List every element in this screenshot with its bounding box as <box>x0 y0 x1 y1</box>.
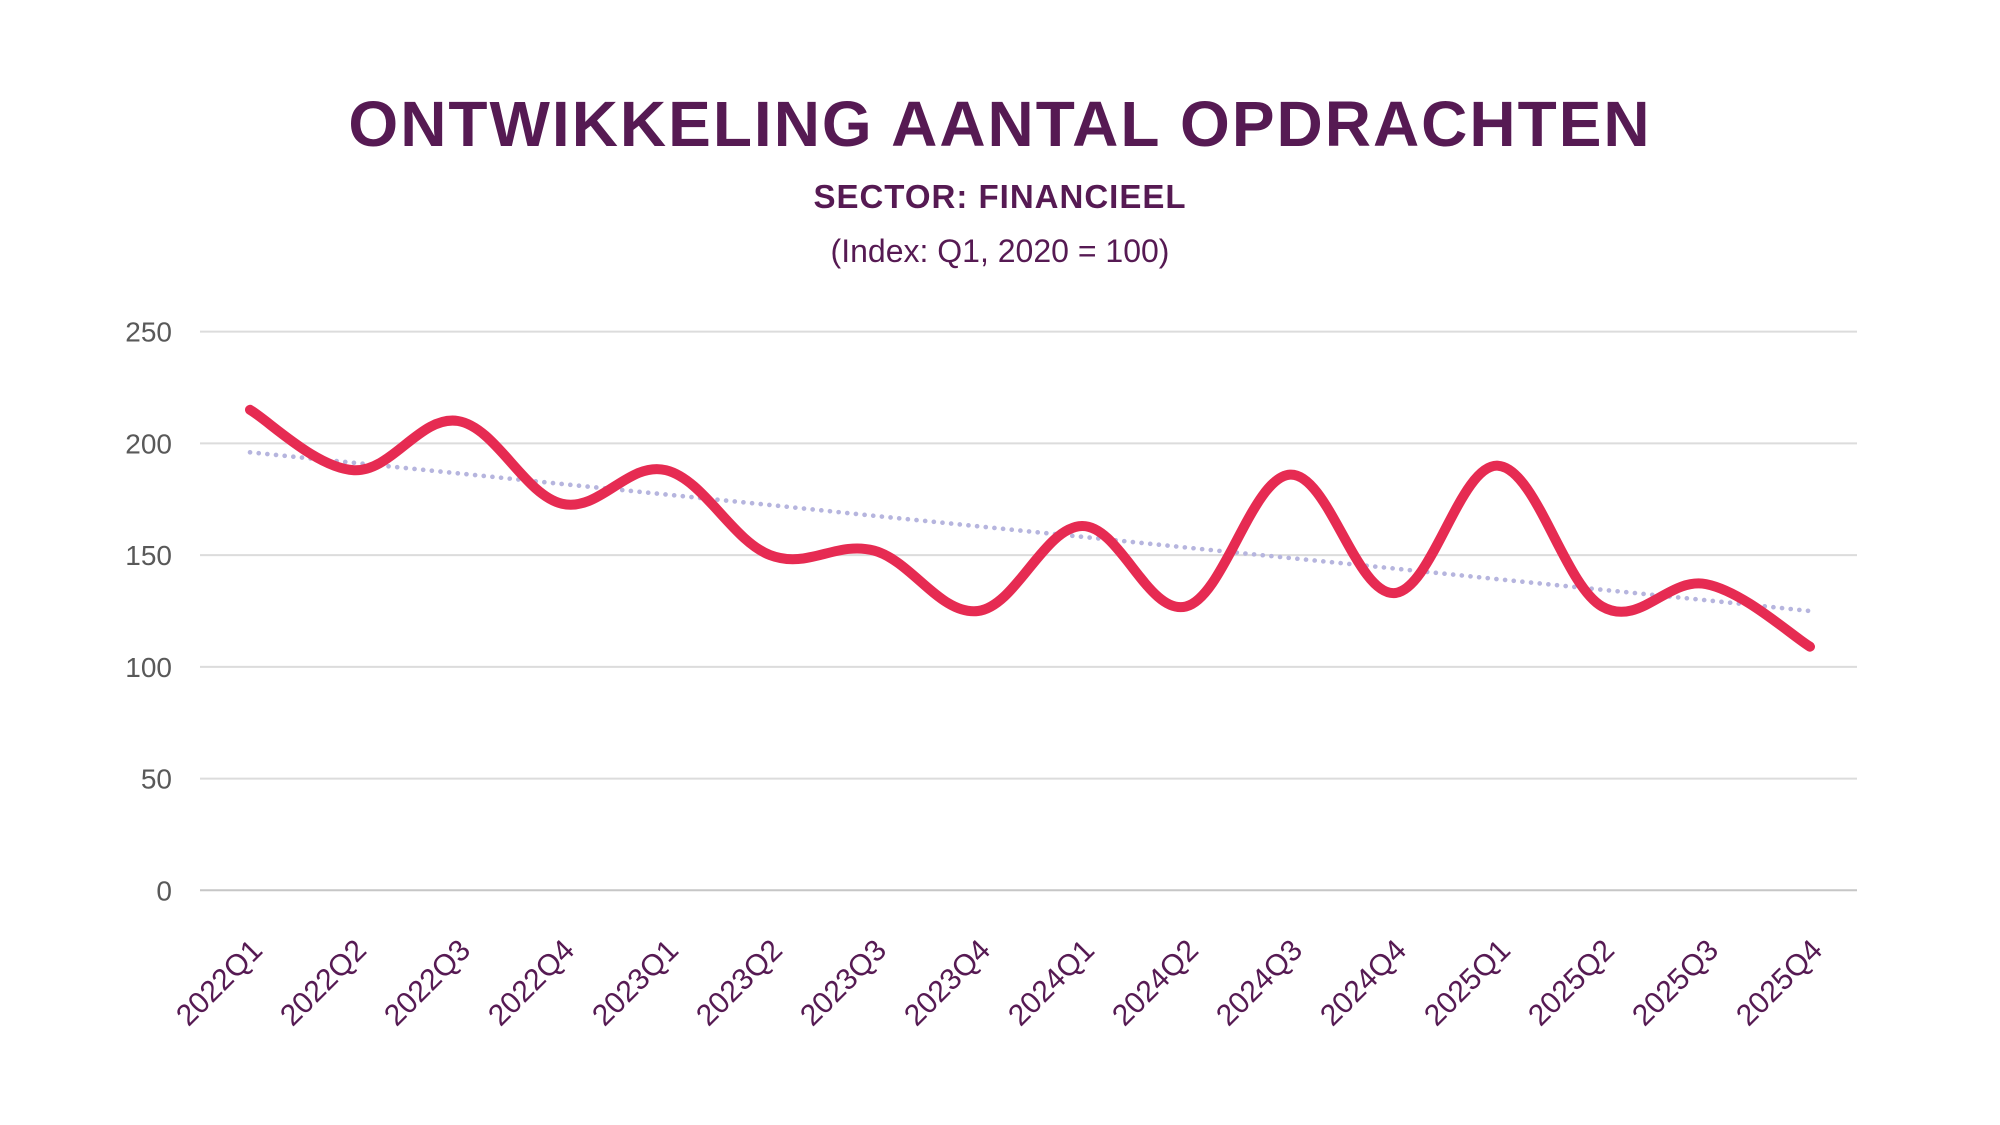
trend-line <box>247 450 1813 614</box>
x-axis-tick-label: 2022Q4 <box>482 934 581 1033</box>
x-axis-tick-label: 2024Q1 <box>1002 934 1101 1033</box>
chart-index-note: (Index: Q1, 2020 = 100) <box>830 233 1170 269</box>
x-axis-tick-label: 2023Q2 <box>690 934 789 1033</box>
y-axis-tick-label: 200 <box>125 428 172 459</box>
x-axis-tick-label: 2024Q4 <box>1314 934 1413 1033</box>
x-axis-tick-label: 2025Q3 <box>1626 934 1725 1033</box>
chart-subtitle: SECTOR: FINANCIEEL <box>813 178 1187 215</box>
x-axis-tick-label: 2025Q1 <box>1418 934 1517 1033</box>
series-line <box>245 404 1815 652</box>
y-axis-labels: 0 50 100 150 200 250 <box>125 317 172 907</box>
y-axis-tick-label: 0 <box>156 875 172 906</box>
y-axis-tick-label: 100 <box>125 652 172 683</box>
x-axis-tick-label: 2024Q2 <box>1106 934 1205 1033</box>
x-axis-tick-label: 2022Q2 <box>274 934 373 1033</box>
y-axis-tick-label: 50 <box>141 764 172 795</box>
y-axis-tick-label: 250 <box>125 317 172 348</box>
x-axis-tick-label: 2023Q4 <box>898 934 997 1033</box>
y-axis-tick-label: 150 <box>125 540 172 571</box>
x-axis-tick-label: 2024Q3 <box>1210 934 1309 1033</box>
x-axis-tick-label: 2023Q3 <box>794 934 893 1033</box>
x-axis-tick-label: 2025Q4 <box>1730 934 1829 1033</box>
x-axis-tick-label: 2023Q1 <box>586 934 685 1033</box>
x-axis-labels: 2022Q1 2022Q2 2022Q3 2022Q4 2023Q1 2023Q2 2023… <box>170 934 1829 1033</box>
chart-header: ONTWIKKELING AANTAL OPDRACHTEN SECTOR: F… <box>0 0 2000 267</box>
gridlines <box>200 330 1857 892</box>
chart-title: ONTWIKKELING AANTAL OPDRACHTEN <box>348 88 1652 160</box>
x-axis-tick-label: 2025Q2 <box>1522 934 1621 1033</box>
x-axis-tick-label: 2022Q3 <box>378 934 477 1033</box>
x-axis-tick-label: 2022Q1 <box>170 934 269 1033</box>
